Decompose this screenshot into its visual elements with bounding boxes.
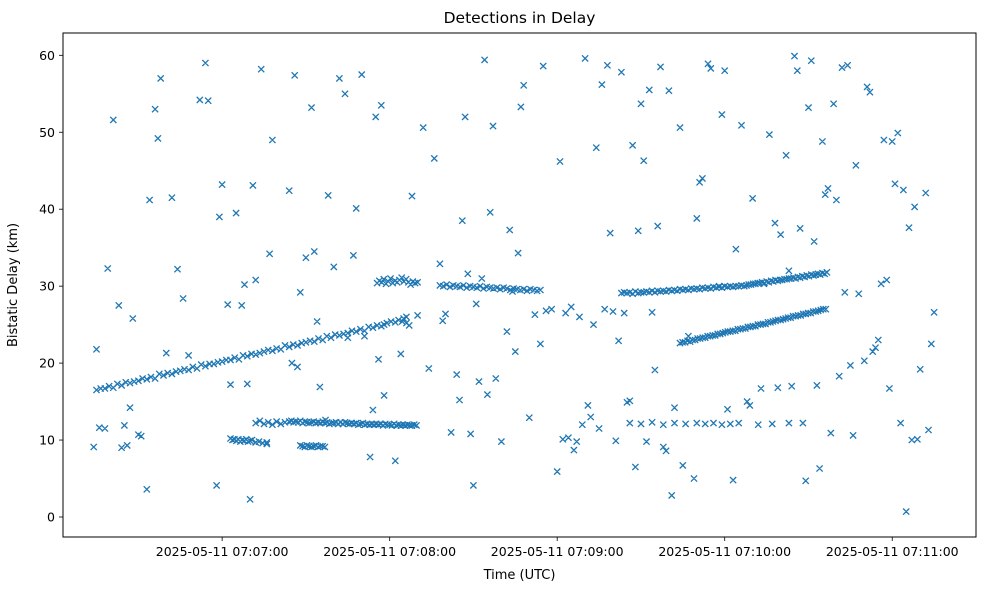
y-tick-label: 10: [39, 433, 55, 448]
x-axis: 2025-05-11 07:07:00 2025-05-11 07:08:00 20…: [156, 537, 959, 559]
series-track-23-to-27-rising-markers: [676, 305, 830, 347]
y-tick-label: 20: [39, 356, 55, 371]
series-track-25-tail-markers: [383, 316, 413, 329]
x-tick-label: 2025-05-11 07:07:00: [156, 544, 289, 559]
series-track-12km-markers: [252, 417, 421, 429]
series-track-30-descending-markers: [436, 281, 544, 295]
x-tick-label: 2025-05-11 07:08:00: [323, 544, 456, 559]
chart-title: Detections in Delay: [444, 9, 596, 27]
axes-spine: [62, 32, 977, 538]
series-track-rising-17-25-markers: [92, 321, 388, 394]
y-tick-label: 60: [39, 48, 55, 63]
x-axis-label: Time (UTC): [483, 568, 556, 583]
series-cluster-10km-markers: [226, 434, 271, 447]
series-cluster-9p2km-markers: [296, 441, 329, 451]
series-clutter-markers: [90, 52, 938, 516]
x-tick-label: 2025-05-11 07:11:00: [826, 544, 959, 559]
series-track-30p5-cluster-markers: [373, 274, 422, 289]
x-tick-label: 2025-05-11 07:09:00: [491, 544, 624, 559]
y-axis-label: Bistatic Delay (km): [6, 223, 21, 347]
y-axis: 0 10 20 30 40 50 60: [39, 48, 63, 524]
y-tick-label: 40: [39, 202, 55, 217]
y-tick-label: 30: [39, 279, 55, 294]
y-tick-label: 0: [47, 509, 55, 524]
series-cluster-12km-right-markers: [626, 418, 807, 429]
x-tick-label: 2025-05-11 07:10:00: [658, 544, 791, 559]
plot-markers: [90, 52, 938, 516]
y-tick-label: 50: [39, 125, 55, 140]
